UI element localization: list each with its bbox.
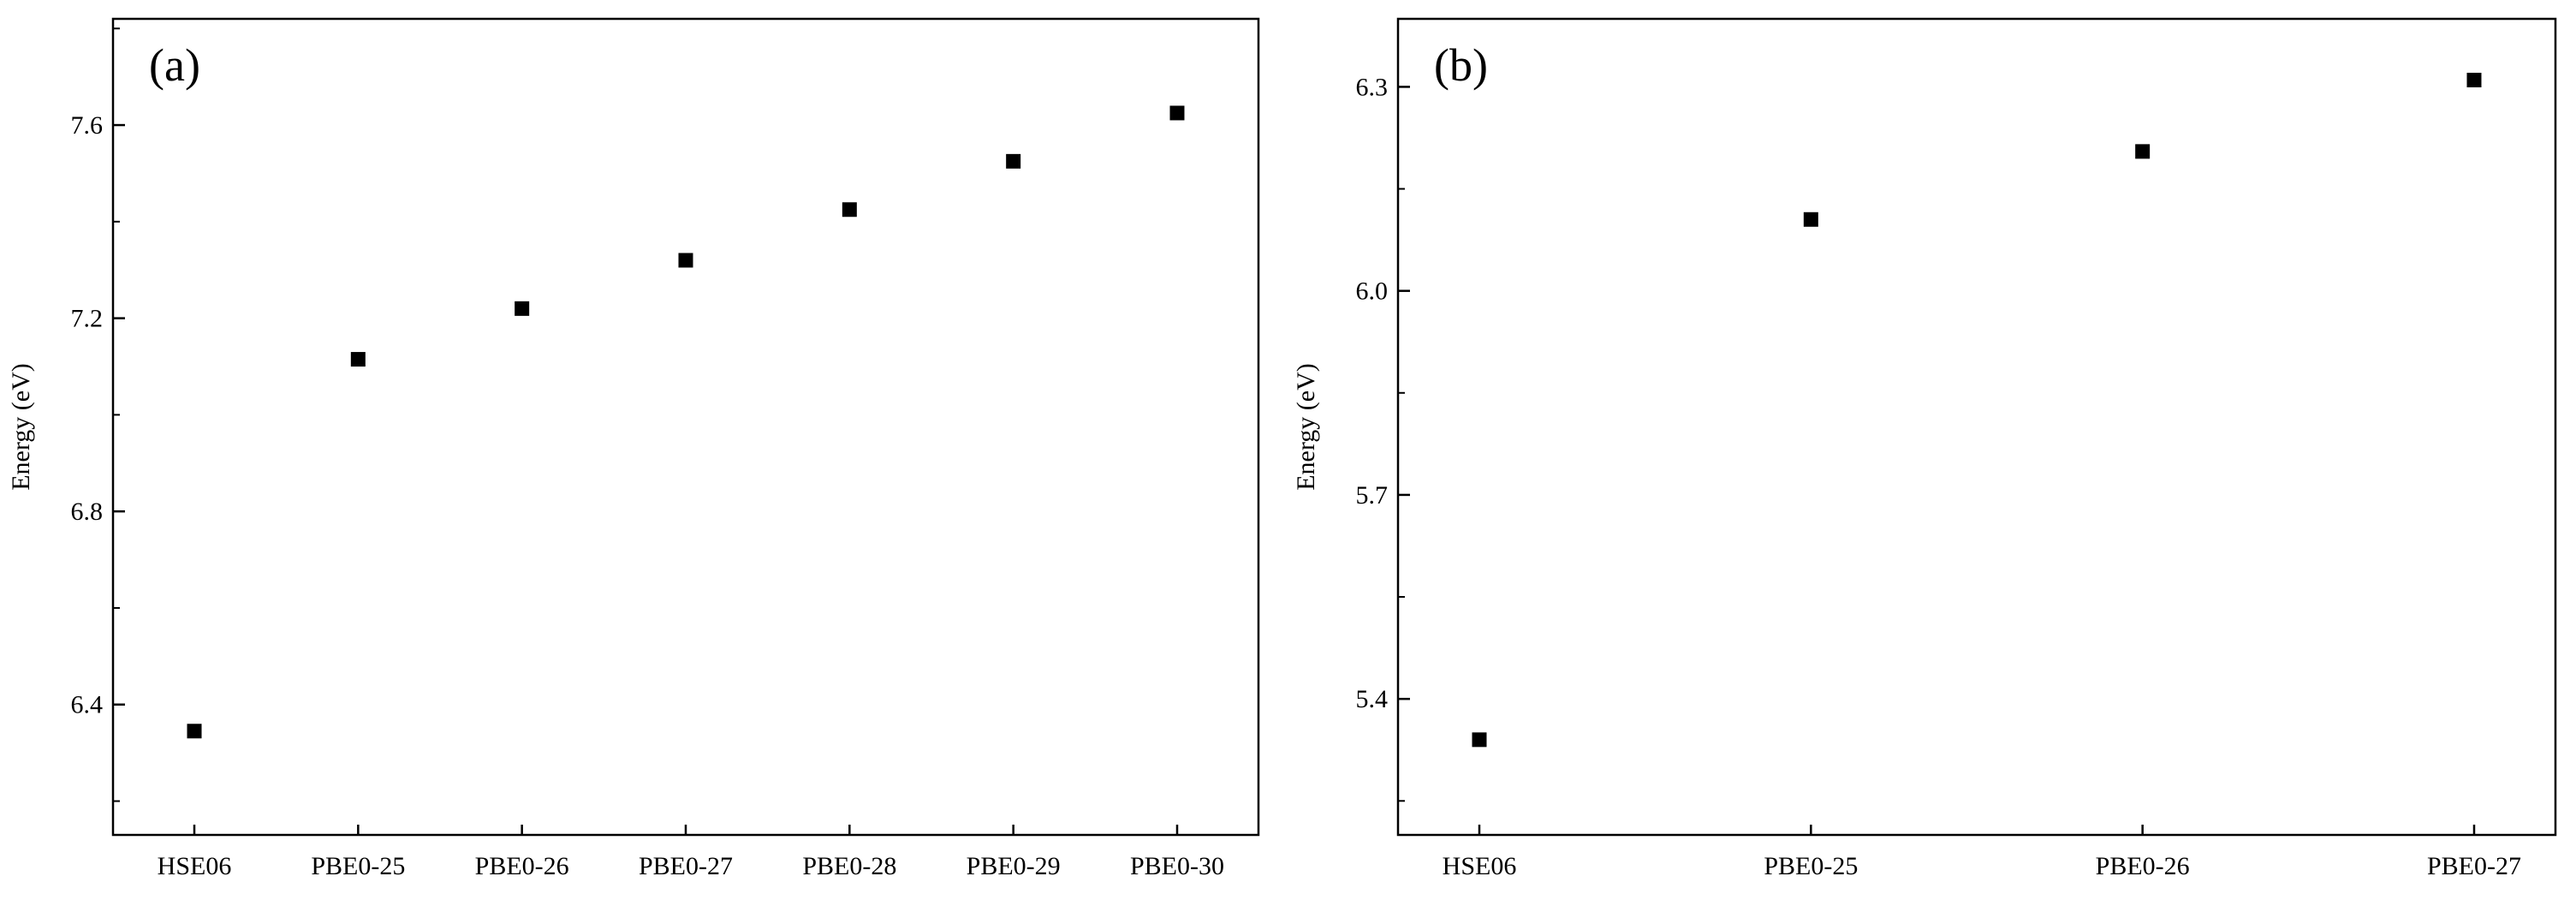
- data-point-b-PBE0-25: [1803, 212, 1818, 227]
- plot-frame-b: [1396, 17, 2557, 837]
- x-tick-label-b: HSE06: [1443, 852, 1517, 880]
- x-ticks-b: [1478, 825, 2476, 835]
- data-point-b-PBE0-27: [2466, 72, 2482, 87]
- data-point-a-PBE0-27: [678, 253, 693, 268]
- x-tick-label-b: PBE0-25: [1764, 852, 1858, 880]
- x-tick-label-b: PBE0-26: [2096, 852, 2190, 880]
- panel-label-b: (b): [1434, 39, 1488, 91]
- x-tick-labels-a: HSE06 PBE0-25 PBE0-26 PBE0-27 PBE0-28 PBE0-29…: [158, 852, 1224, 880]
- data-point-a-PBE0-29: [1006, 153, 1021, 169]
- data-point-a-PBE0-30: [1169, 105, 1185, 121]
- y-ticks-a: [113, 27, 125, 802]
- y-tick-label-b: 6.3: [1356, 73, 1389, 101]
- x-tick-label-a: PBE0-27: [639, 852, 733, 880]
- data-point-a-PBE0-25: [350, 352, 366, 367]
- panel-b: 5.45.76.06.3 HSE06 PBE0-25 PBE0-26 PBE0-27 …: [1292, 17, 2557, 880]
- y-tick-label-b: 6.0: [1356, 277, 1389, 306]
- x-ticks-a: [193, 825, 1179, 835]
- plot-frame-a: [111, 17, 1260, 837]
- y-axis-label-a: Energy (eV): [7, 363, 35, 491]
- data-point-b-HSE06: [1472, 732, 1487, 748]
- y-tick-label-a: 7.2: [71, 305, 104, 333]
- y-tick-label-b: 5.4: [1356, 685, 1389, 713]
- data-point-b-PBE0-26: [2135, 144, 2151, 159]
- x-tick-label-a: HSE06: [158, 852, 232, 880]
- panel-a: 6.4 6.8 7.2 7.6 HSE06 PBE0-25 PBE0-26 PBE0-27 P…: [7, 17, 1260, 880]
- x-tick-label-a: PBE0-30: [1130, 852, 1224, 880]
- y-tick-labels-a: 6.4 6.8 7.2 7.6: [71, 111, 104, 719]
- y-tick-labels-b: 5.4 5.7 6.0 6.3: [1356, 73, 1389, 713]
- data-points-a: [187, 105, 1185, 739]
- x-tick-labels-b: HSE06 PBE0-25 PBE0-26 PBE0-27: [1443, 852, 2521, 880]
- x-tick-label-b: PBE0-27: [2427, 852, 2521, 880]
- panel-label-a: (a): [149, 39, 200, 91]
- y-tick-label-a: 6.4: [71, 691, 104, 719]
- y-tick-label-a: 6.8: [71, 498, 104, 526]
- data-point-a-PBE0-28: [842, 202, 857, 218]
- data-point-a-HSE06: [187, 724, 202, 739]
- x-tick-label-a: PBE0-25: [311, 852, 405, 880]
- x-tick-label-a: PBE0-26: [475, 852, 569, 880]
- y-tick-label-b: 5.7: [1356, 481, 1389, 510]
- x-tick-label-a: PBE0-28: [802, 852, 896, 880]
- y-tick-label-a: 7.6: [71, 111, 104, 140]
- data-point-a-PBE0-26: [515, 301, 530, 316]
- x-tick-label-a: PBE0-29: [967, 852, 1061, 880]
- y-axis-label-b: Energy (eV): [1292, 363, 1320, 491]
- data-points-b: [1472, 72, 2482, 748]
- y-ticks-b: [1398, 86, 1410, 802]
